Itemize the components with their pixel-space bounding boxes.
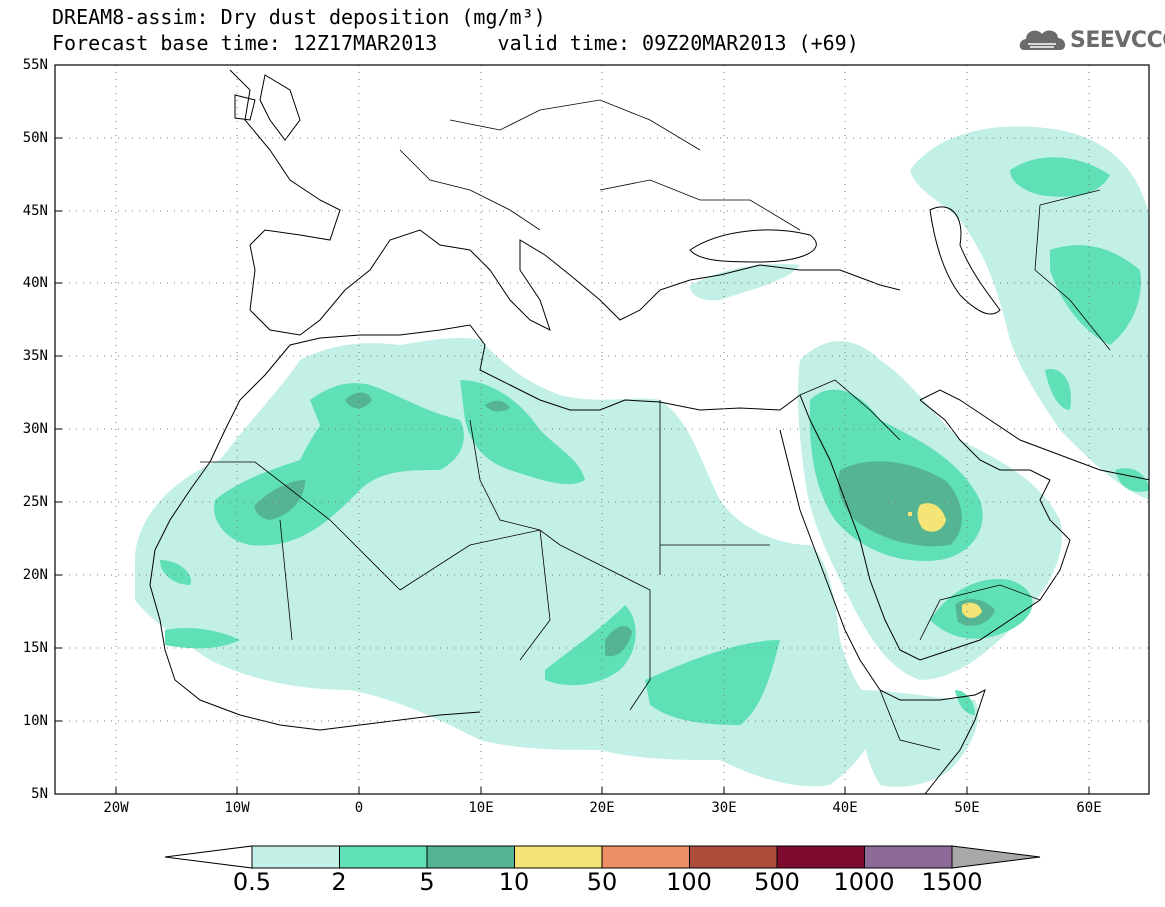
colorbar-label-100: 100 bbox=[666, 868, 712, 896]
gridlines bbox=[55, 65, 1149, 794]
colorbar-label-10: 10 bbox=[498, 868, 530, 896]
colorbar-bin-4 bbox=[601, 845, 690, 869]
lat-label-40n: 40N bbox=[22, 275, 48, 291]
colorbar-label-1500: 1500 bbox=[921, 868, 983, 896]
colorbar-over-arrow bbox=[951, 845, 1041, 869]
colorbar-label-2: 2 bbox=[331, 868, 347, 896]
colorbar-bin-0 bbox=[251, 845, 340, 869]
lon-label-10w: 10W bbox=[224, 800, 250, 816]
lat-label-30n: 30N bbox=[22, 421, 48, 437]
lat-label-55n: 55N bbox=[22, 57, 48, 73]
lat-label-50n: 50N bbox=[22, 130, 48, 146]
country-borders bbox=[200, 99, 1111, 751]
colorbar-label-0.5: 0.5 bbox=[232, 868, 272, 896]
base-time: Forecast base time: 12Z17MAR2013 bbox=[52, 31, 438, 55]
cloud-logo-icon bbox=[1019, 30, 1066, 50]
colorbar-label-500: 500 bbox=[754, 868, 800, 896]
lat-label-5n: 5N bbox=[31, 786, 48, 802]
colorbar-bin-5 bbox=[689, 845, 778, 869]
colorbar bbox=[164, 845, 1041, 869]
lat-label-25n: 25N bbox=[22, 494, 48, 510]
colorbar-bin-1 bbox=[339, 845, 428, 869]
lon-label-20w: 20W bbox=[103, 800, 129, 816]
map-title: DREAM8-assim: Dry dust deposition (mg/m³… bbox=[52, 5, 546, 29]
colorbar-label-5: 5 bbox=[419, 868, 435, 896]
lat-label-35n: 35N bbox=[22, 348, 48, 364]
lon-label-60e: 60E bbox=[1076, 800, 1102, 816]
lon-label-0: 0 bbox=[354, 800, 364, 816]
valid-time: valid time: 09Z20MAR2013 (+69) bbox=[497, 31, 859, 55]
lat-label-45n: 45N bbox=[22, 203, 48, 219]
axis-ticks bbox=[55, 64, 1090, 795]
colorbar-bin-7 bbox=[864, 845, 953, 869]
map-subtitle: Forecast base time: 12Z17MAR2013 valid t… bbox=[52, 32, 859, 54]
logo-text: SEEVCCC bbox=[1070, 28, 1165, 53]
lon-label-30e: 30E bbox=[711, 800, 737, 816]
colorbar-bin-2 bbox=[426, 845, 515, 869]
colorbar-label-1000: 1000 bbox=[833, 868, 895, 896]
colorbar-bin-6 bbox=[776, 845, 865, 869]
lat-label-15n: 15N bbox=[22, 640, 48, 656]
dust-level-10-50 bbox=[908, 503, 982, 618]
lon-label-50e: 50E bbox=[954, 800, 980, 816]
lon-label-40e: 40E bbox=[832, 800, 858, 816]
colorbar-under-arrow bbox=[164, 845, 253, 869]
lon-label-10e: 10E bbox=[468, 800, 494, 816]
colorbar-label-50: 50 bbox=[586, 868, 618, 896]
colorbar-bin-3 bbox=[514, 845, 603, 869]
coastlines bbox=[149, 69, 1149, 794]
lon-label-20e: 20E bbox=[589, 800, 615, 816]
lat-label-10n: 10N bbox=[22, 713, 48, 729]
lat-label-20n: 20N bbox=[22, 567, 48, 583]
